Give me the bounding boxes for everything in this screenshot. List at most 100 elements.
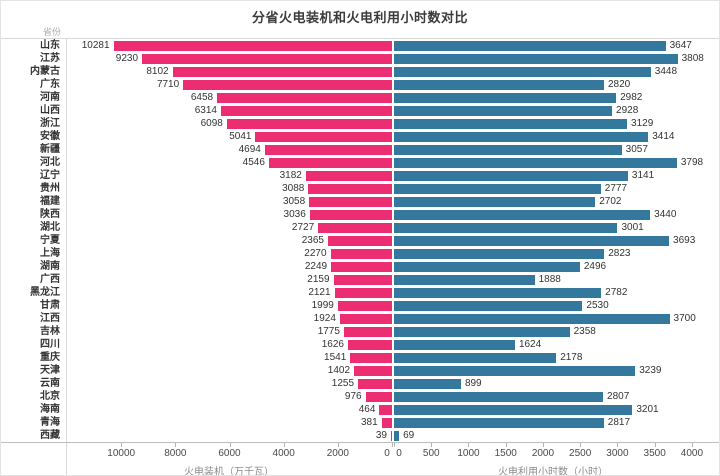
chart-title: 分省火电装机和火电利用小时数对比	[251, 10, 468, 25]
panel-divider	[392, 143, 394, 156]
chart-row: 陕西 3036 3440	[1, 208, 719, 221]
installed-bar	[226, 118, 392, 129]
province-label: 贵州	[1, 182, 67, 195]
province-label: 吉林	[1, 325, 67, 338]
province-label: 福建	[1, 195, 67, 208]
installed-panel: 7710	[67, 78, 392, 91]
installed-panel: 1541	[67, 351, 392, 364]
installed-bar	[334, 287, 392, 298]
panel-divider	[392, 221, 394, 234]
hours-value-label: 2807	[607, 391, 630, 402]
province-label: 西藏	[1, 429, 67, 442]
installed-panel: 1255	[67, 377, 392, 390]
hours-value-label: 2928	[616, 105, 639, 116]
installed-bar	[381, 417, 392, 428]
hours-panel: 3448	[394, 65, 712, 78]
installed-panel: 6314	[67, 104, 392, 117]
chart-row: 内蒙古 8102 3448	[1, 65, 719, 78]
installed-bar	[255, 131, 392, 142]
installed-bar	[365, 391, 392, 402]
installed-value-label: 1402	[327, 365, 351, 376]
panel-divider	[392, 182, 394, 195]
installed-bar	[337, 300, 392, 311]
installed-panel: 1775	[67, 325, 392, 338]
hours-panel: 3808	[394, 52, 712, 65]
installed-panel: 381	[67, 416, 392, 429]
tick-label: 0	[384, 448, 390, 459]
axis-main: 10000 8000 6000 4000 2000 0 0 500 1000 1500 2000 2…	[67, 443, 719, 475]
hours-panel: 3440	[394, 208, 712, 221]
chart-row: 海南 464 3201	[1, 403, 719, 416]
installed-bar	[390, 430, 392, 441]
hours-value-label: 69	[403, 430, 415, 441]
hours-bar	[394, 287, 602, 298]
panel-divider	[392, 104, 394, 117]
chart-row: 山西 6314 2928	[1, 104, 719, 117]
tick-label: 8000	[164, 448, 187, 459]
panel-divider	[392, 169, 394, 182]
panel-divider	[392, 78, 394, 91]
hours-value-label: 3001	[621, 222, 644, 233]
hours-panel: 2496	[394, 260, 712, 273]
panel-divider	[392, 247, 394, 260]
installed-panel: 2249	[67, 260, 392, 273]
chart-row: 江西 1924 3700	[1, 312, 719, 325]
installed-bar	[347, 339, 392, 350]
installed-panel: 1626	[67, 338, 392, 351]
hours-panel: 2820	[394, 78, 712, 91]
tick-mark	[337, 443, 339, 447]
hours-panel: 3201	[394, 403, 712, 416]
installed-value-label: 5041	[229, 131, 252, 142]
province-label: 河北	[1, 156, 67, 169]
installed-value-label: 2121	[308, 287, 331, 298]
tick-mark	[229, 443, 231, 447]
province-label: 内蒙古	[1, 65, 67, 78]
panel-divider	[392, 65, 394, 78]
tick-label: 1500	[494, 448, 517, 459]
installed-panel: 8102	[67, 65, 392, 78]
chart-row: 吉林 1775 2358	[1, 325, 719, 338]
hours-panel: 3647	[394, 39, 712, 52]
rows: 山东 10281 3647 江苏 9230 3808 内蒙古 8102	[1, 39, 719, 442]
panel-divider	[392, 325, 394, 338]
province-label: 江苏	[1, 52, 67, 65]
hours-panel: 2782	[394, 286, 712, 299]
hours-panel: 2358	[394, 325, 712, 338]
chart-row: 青海 381 2817	[1, 416, 719, 429]
installed-bar	[113, 40, 392, 51]
panel-divider	[392, 195, 394, 208]
hours-bar	[394, 92, 617, 103]
installed-bar	[309, 209, 392, 220]
panel-divider	[392, 338, 394, 351]
province-label: 湖南	[1, 260, 67, 273]
province-label: 重庆	[1, 351, 67, 364]
tick-mark	[617, 443, 619, 447]
installed-value-label: 3088	[282, 183, 305, 194]
province-label: 宁夏	[1, 234, 67, 247]
chart-row: 湖北 2727 3001	[1, 221, 719, 234]
installed-panel: 3058	[67, 195, 392, 208]
hours-value-label: 2702	[599, 196, 622, 207]
installed-panel: 3182	[67, 169, 392, 182]
hours-panel: 2807	[394, 390, 712, 403]
hours-panel: 1888	[394, 273, 712, 286]
hours-panel: 2530	[394, 299, 712, 312]
hours-bar	[394, 300, 583, 311]
hours-bar	[394, 118, 628, 129]
hours-value-label: 3693	[673, 235, 696, 246]
installed-bar	[350, 352, 392, 363]
panel-divider	[392, 286, 394, 299]
hours-value-label: 2178	[560, 352, 583, 363]
tick-mark	[691, 443, 693, 447]
installed-bar	[339, 313, 392, 324]
province-label: 北京	[1, 390, 67, 403]
installed-bar	[268, 157, 392, 168]
tick-label: 2000	[531, 448, 555, 459]
tick-label: 500	[422, 448, 440, 459]
installed-value-label: 9230	[115, 53, 139, 64]
panel-divider	[392, 91, 394, 104]
province-label: 辽宁	[1, 169, 67, 182]
chart-row: 西藏 39 69	[1, 429, 719, 442]
province-label: 陕西	[1, 208, 67, 221]
chart-row: 四川 1626 1624	[1, 338, 719, 351]
